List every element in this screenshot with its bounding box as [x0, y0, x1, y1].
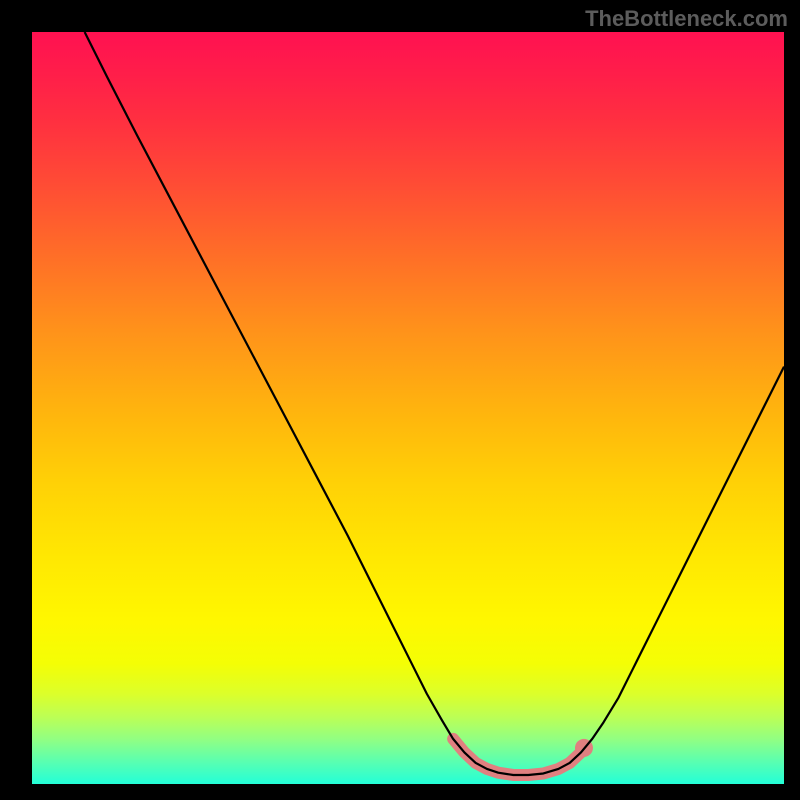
bottleneck-curve — [32, 32, 784, 784]
watermark-label: TheBottleneck.com — [585, 6, 788, 32]
chart-container: TheBottleneck.com — [0, 0, 800, 800]
curve-line — [85, 32, 784, 775]
plot-area — [32, 32, 784, 784]
highlight-segment — [453, 739, 581, 775]
